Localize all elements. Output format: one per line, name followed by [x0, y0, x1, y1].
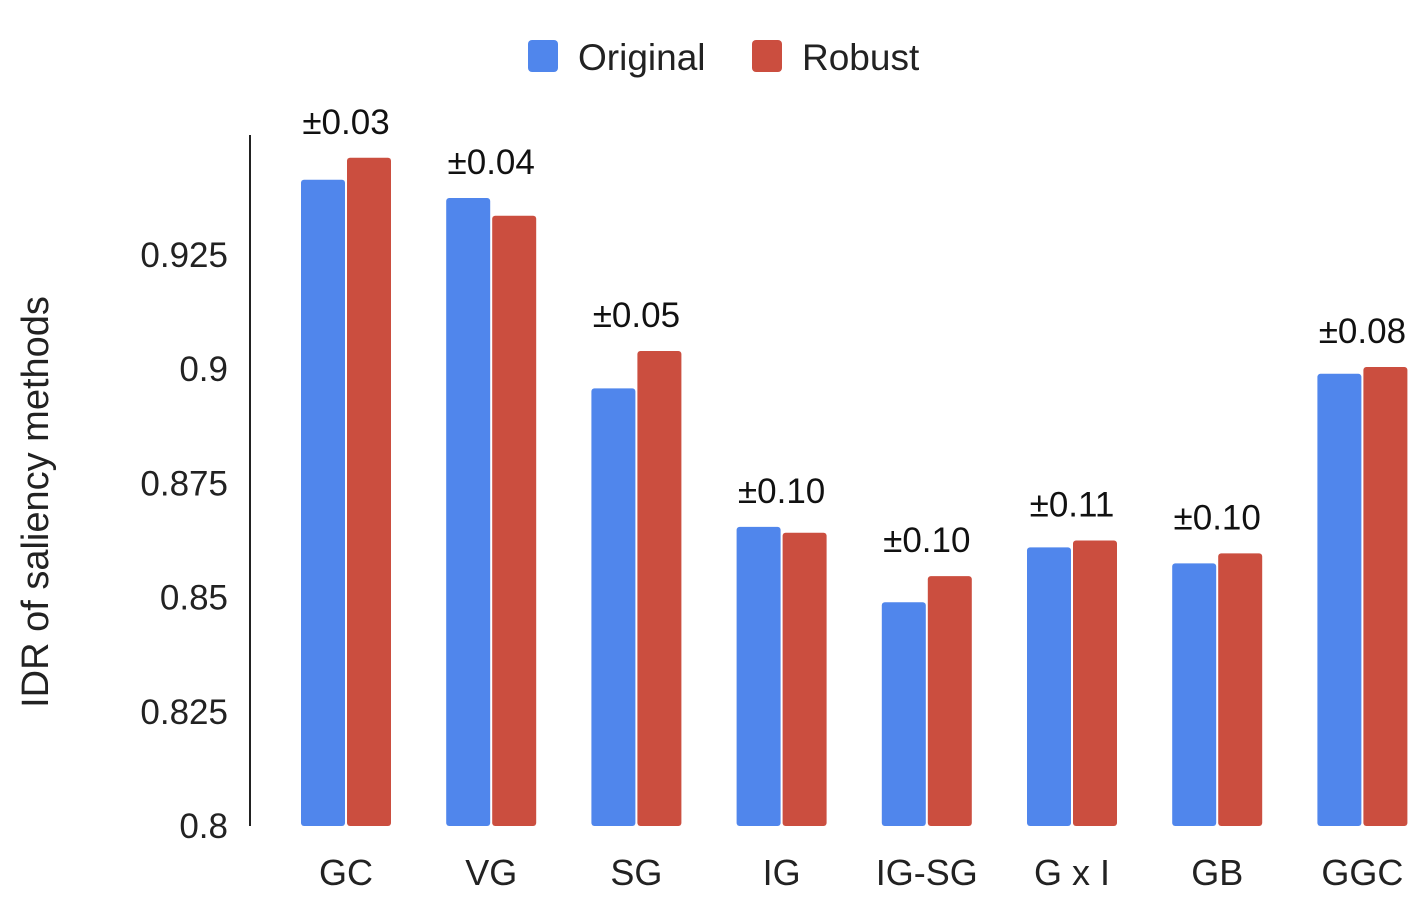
x-tick-label: SG — [610, 852, 662, 893]
bar-robust-ig — [782, 532, 827, 826]
error-annotations: ±0.03 ±0.04 ±0.05 ±0.10 ±0.10 ±0.11 ±0.10 ±0.08 — [302, 103, 1406, 560]
bar-robust-gb — [1218, 553, 1263, 826]
bar-original-gb — [1172, 563, 1217, 826]
bar-original-ig-sg — [881, 602, 926, 826]
bar-original-gc — [301, 179, 345, 826]
legend-swatch-original — [528, 40, 558, 72]
bar-robust-gc — [347, 157, 391, 826]
bar-original-ggc — [1317, 373, 1362, 826]
bar-original-sg — [591, 388, 636, 826]
legend-label-original: Original — [578, 37, 706, 78]
x-tick-label: IG — [763, 852, 801, 893]
y-tick-label: 0.825 — [140, 693, 228, 732]
error-annotation: ±0.11 — [1030, 486, 1115, 525]
error-annotation: ±0.10 — [883, 521, 970, 560]
error-annotation: ±0.05 — [593, 296, 680, 335]
bar-original-vg — [446, 197, 491, 826]
bar-robust-vg — [492, 215, 537, 827]
x-tick-label: GC — [319, 852, 373, 893]
bar-original-ig — [736, 526, 781, 826]
y-axis-ticks: 0.8 0.825 0.85 0.875 0.9 0.925 — [140, 236, 228, 846]
bar-robust-sg — [637, 350, 682, 826]
x-tick-label: IG-SG — [876, 852, 978, 893]
y-tick-label: 0.875 — [140, 464, 228, 503]
error-annotation: ±0.08 — [1319, 312, 1406, 351]
y-tick-label: 0.85 — [160, 579, 228, 618]
legend-swatch-robust — [752, 40, 782, 72]
bar-robust-ig-sg — [927, 576, 972, 826]
y-tick-label: 0.925 — [140, 236, 228, 275]
error-annotation: ±0.10 — [738, 472, 825, 511]
y-tick-label: 0.9 — [179, 350, 228, 389]
bars — [301, 157, 1408, 827]
y-axis-title: IDR of saliency methods — [15, 296, 57, 708]
bar-original-gxi — [1027, 547, 1071, 826]
legend: Original Robust — [528, 37, 920, 78]
error-annotation: ±0.10 — [1174, 498, 1261, 537]
x-tick-label: GB — [1191, 852, 1243, 893]
error-annotation: ±0.03 — [302, 103, 389, 142]
y-tick-label: 0.8 — [179, 807, 228, 846]
error-annotation: ±0.04 — [448, 143, 535, 182]
legend-label-robust: Robust — [802, 37, 920, 78]
x-tick-label: G x I — [1034, 852, 1110, 893]
bar-robust-gxi — [1073, 540, 1117, 826]
x-axis-labels: GC VG SG IG IG-SG G x I GB GGC — [319, 852, 1403, 893]
x-tick-label: VG — [465, 852, 517, 893]
x-tick-label: GGC — [1321, 852, 1403, 893]
bar-robust-ggc — [1363, 366, 1408, 826]
